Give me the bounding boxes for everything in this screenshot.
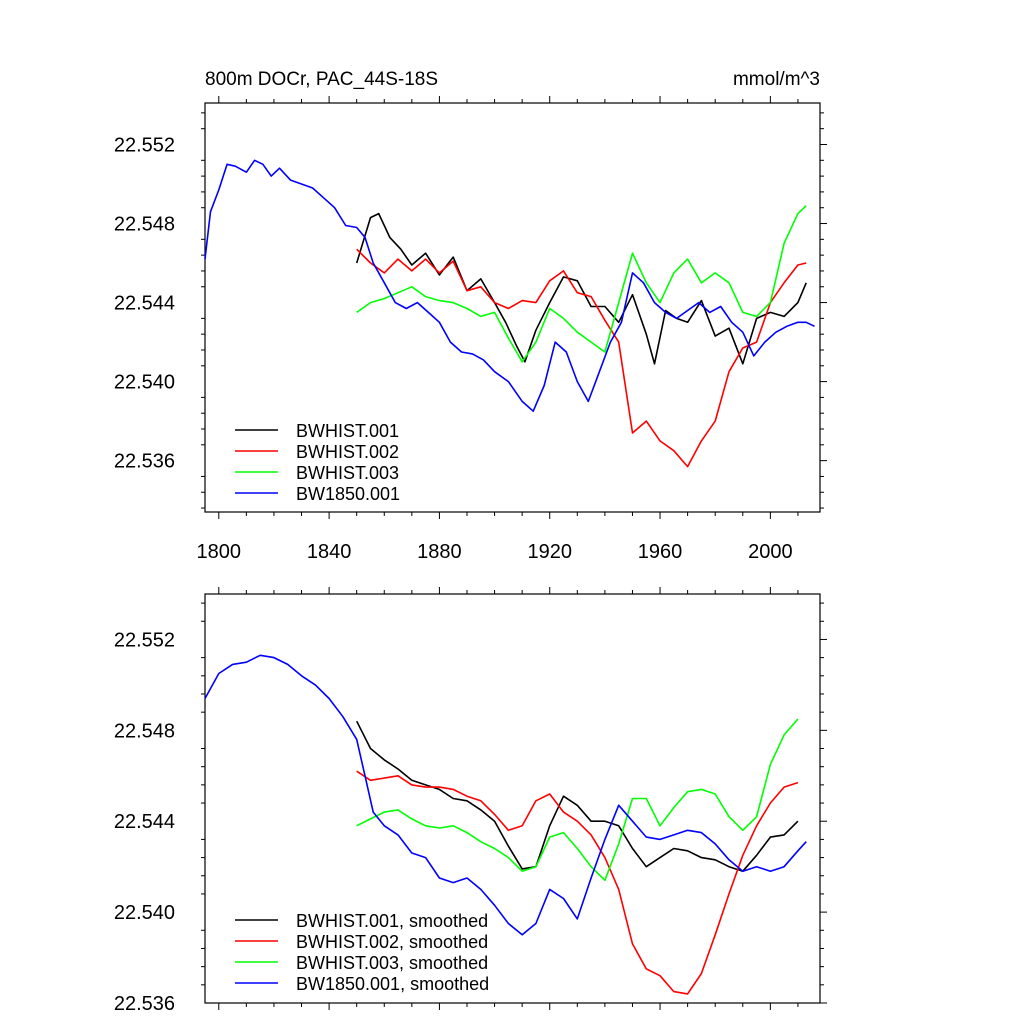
series-line-1 [356,248,807,468]
series-line-3 [204,654,807,936]
y-tick-label: 22.544 [114,293,175,315]
y-tick-label: 22.540 [114,902,175,924]
legend-label: BWHIST.001 [296,421,399,441]
legend-label: BWHIST.001, smoothed [296,911,488,931]
x-tick-label: 1960 [638,541,683,563]
legend-label: BWHIST.002, smoothed [296,932,488,952]
legend-label: BW1850.001, smoothed [296,974,489,994]
y-tick-label: 22.540 [114,372,175,394]
legend-label: BW1850.001 [296,484,400,504]
x-tick-label: 1920 [527,541,572,563]
chart-units: mmol/m^3 [733,69,820,90]
y-tick-label: 22.552 [114,134,175,156]
y-tick-label: 22.548 [114,720,175,742]
x-tick-label: 1840 [307,541,352,563]
bottom-panel: 22.536 22.540 22.544 22.548 22.552 BWHIST.001… [114,587,827,1015]
series-line-2 [356,205,807,363]
series-line-1 [356,770,799,995]
y-tick-label: 22.548 [114,214,175,236]
plot-frame [204,102,821,513]
x-tick-label: 1800 [197,541,242,563]
plot-frame [204,593,821,1004]
x-tick-label: 2000 [748,541,793,563]
y-tick-label: 22.536 [114,451,175,473]
top-panel: 1800 1840 1880 1920 1960 2000 22.536 22.540 22.5… [114,69,827,563]
chart-title: 800m DOCr, PAC_44S-18S [205,69,438,90]
legend-label: BWHIST.003 [296,463,399,483]
series-line-0 [355,212,807,365]
y-tick-label: 22.544 [114,811,175,833]
x-tick-label: 1880 [417,541,462,563]
legend-label: BWHIST.002 [296,442,399,462]
series-line-2 [356,718,799,882]
series-line-3 [204,159,815,413]
y-tick-label: 22.536 [114,993,175,1015]
y-tick-label: 22.552 [114,629,175,651]
legend-label: BWHIST.003, smoothed [296,953,488,973]
